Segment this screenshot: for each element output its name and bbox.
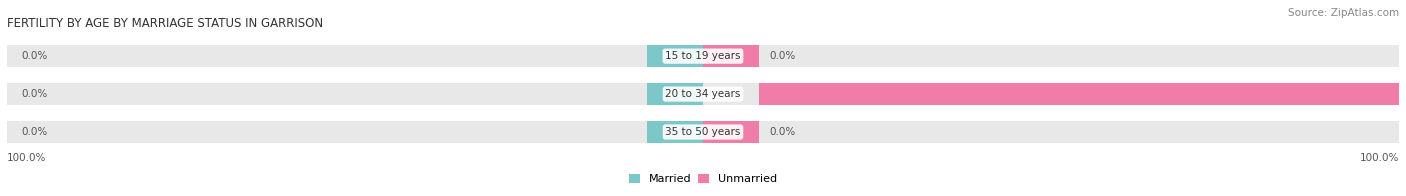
Text: 100.0%: 100.0%	[7, 153, 46, 163]
Bar	[703, 121, 759, 143]
Text: 0.0%: 0.0%	[21, 89, 48, 99]
Bar	[647, 45, 703, 67]
Bar	[647, 83, 703, 105]
Bar	[7, 83, 1399, 105]
Bar	[759, 83, 1406, 105]
Text: 100.0%: 100.0%	[1360, 153, 1399, 163]
Text: 0.0%: 0.0%	[21, 127, 48, 137]
Text: 35 to 50 years: 35 to 50 years	[665, 127, 741, 137]
Text: 20 to 34 years: 20 to 34 years	[665, 89, 741, 99]
Text: Source: ZipAtlas.com: Source: ZipAtlas.com	[1288, 8, 1399, 18]
Text: FERTILITY BY AGE BY MARRIAGE STATUS IN GARRISON: FERTILITY BY AGE BY MARRIAGE STATUS IN G…	[7, 17, 323, 30]
Text: 0.0%: 0.0%	[769, 127, 796, 137]
Bar	[7, 121, 1399, 143]
Bar	[647, 121, 703, 143]
Text: 0.0%: 0.0%	[21, 51, 48, 61]
Text: 15 to 19 years: 15 to 19 years	[665, 51, 741, 61]
Legend: Married, Unmarried: Married, Unmarried	[624, 169, 782, 189]
Text: 0.0%: 0.0%	[769, 51, 796, 61]
Bar	[7, 45, 1399, 67]
Bar	[703, 45, 759, 67]
